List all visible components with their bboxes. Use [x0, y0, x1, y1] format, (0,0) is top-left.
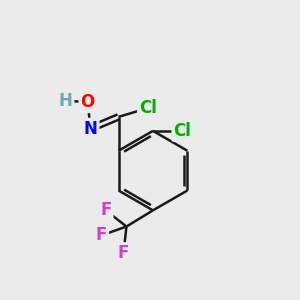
- Text: F: F: [96, 226, 107, 244]
- Text: Cl: Cl: [173, 122, 191, 140]
- Text: F: F: [118, 244, 129, 262]
- Text: O: O: [80, 93, 95, 111]
- Text: Cl: Cl: [139, 99, 157, 117]
- Text: H: H: [58, 92, 73, 110]
- Text: F: F: [100, 201, 112, 219]
- Text: N: N: [84, 120, 98, 138]
